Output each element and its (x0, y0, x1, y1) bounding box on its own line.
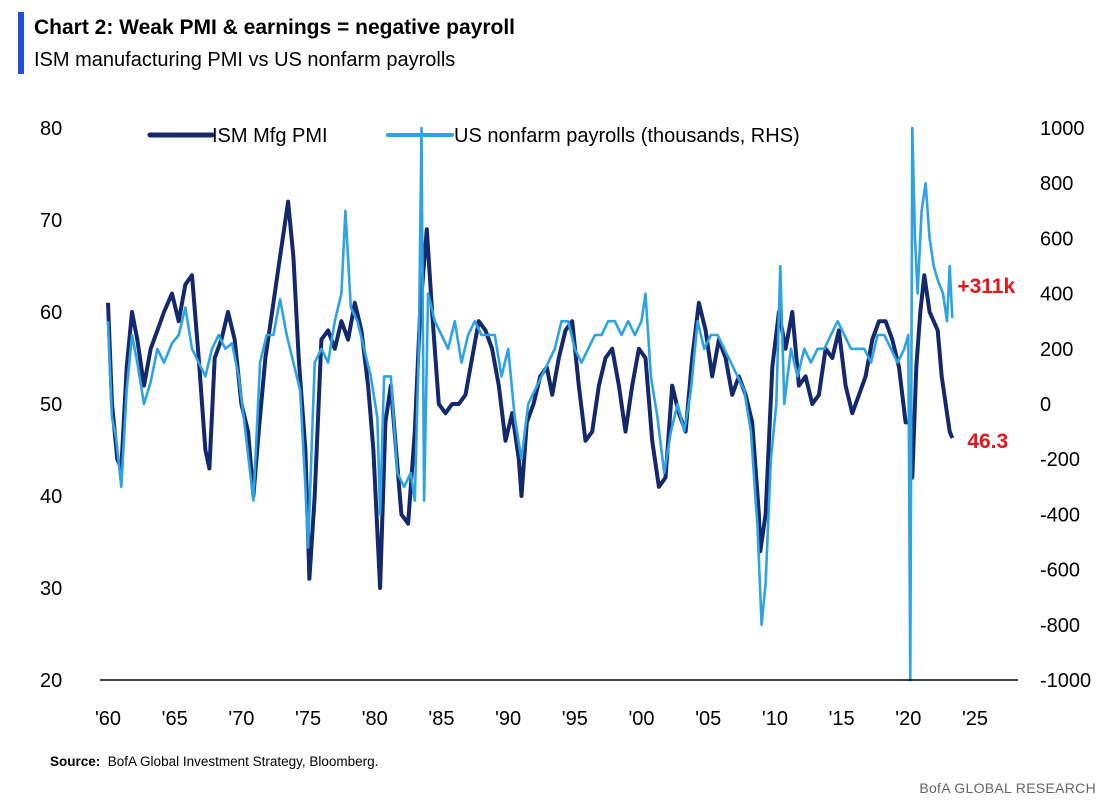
y-right-tick-label: -1000 (1040, 670, 1091, 692)
axes: 20 30 40 50 60 70 80 -1000 -800 -600 -400 -200 0 200 4… (40, 118, 1091, 730)
y-left-tick-label: 70 (40, 210, 62, 232)
y-right-tick-label: -800 (1040, 615, 1080, 637)
series-lines (106, 126, 955, 682)
y-left-tick-label: 20 (40, 670, 62, 692)
x-tick-label: '00 (628, 708, 654, 730)
chart-title: Chart 2: Weak PMI & earnings = negative … (34, 16, 516, 39)
source-text: BofA Global Investment Strategy, Bloombe… (107, 754, 379, 769)
source-label: Source: (50, 754, 101, 769)
y-right-tick-label: 0 (1040, 394, 1051, 416)
series-line-ism-pmi (106, 199, 955, 590)
y-right-tick-label: -400 (1040, 504, 1080, 526)
x-tick-label: '25 (962, 708, 988, 730)
y-left-tick-label: 60 (40, 302, 62, 324)
chart-subtitle: ISM manufacturing PMI vs US nonfarm payr… (34, 49, 456, 71)
x-tick-label: '05 (695, 708, 721, 730)
x-tick-label: '20 (895, 708, 921, 730)
x-tick-label: '70 (228, 708, 254, 730)
annotation-pmi-last: 46.3 (967, 430, 1008, 453)
x-tick-label: '95 (562, 708, 588, 730)
series-line-nonfarm-payrolls (106, 126, 954, 682)
x-tick-label: '65 (162, 708, 188, 730)
y-right-tick-label: 1000 (1040, 118, 1085, 140)
x-tick-label: '60 (95, 708, 121, 730)
y-right-tick-label: 600 (1040, 228, 1073, 250)
y-right-tick-label: -600 (1040, 560, 1080, 582)
y-left-tick-label: 80 (40, 118, 62, 140)
y-left-tick-label: 40 (40, 486, 62, 508)
x-tick-label: '75 (295, 708, 321, 730)
x-tick-label: '80 (362, 708, 388, 730)
y-right-tick-label: 200 (1040, 339, 1073, 361)
legend-label-nonfarm-payrolls: US nonfarm payrolls (thousands, RHS) (454, 125, 800, 147)
y-right-tick-label: 800 (1040, 173, 1073, 195)
y-left-tick-label: 50 (40, 394, 62, 416)
annotations: +311k 46.3 (957, 275, 1015, 453)
source-note: Source: BofA Global Investment Strategy,… (50, 754, 378, 769)
y-left-tick-label: 30 (40, 578, 62, 600)
brand-footer: BofA GLOBAL RESEARCH (919, 780, 1096, 796)
title-accent-bar (18, 12, 24, 74)
y-right-tick-label: 400 (1040, 284, 1073, 306)
x-tick-label: '15 (829, 708, 855, 730)
legend: ISM Mfg PMI US nonfarm payrolls (thousand… (147, 125, 800, 147)
x-tick-label: '10 (762, 708, 788, 730)
legend-label-ism-pmi: ISM Mfg PMI (212, 125, 328, 147)
annotation-payrolls-last: +311k (957, 275, 1015, 298)
x-tick-label: '90 (495, 708, 521, 730)
x-tick-label: '85 (428, 708, 454, 730)
y-right-tick-label: -200 (1040, 449, 1080, 471)
